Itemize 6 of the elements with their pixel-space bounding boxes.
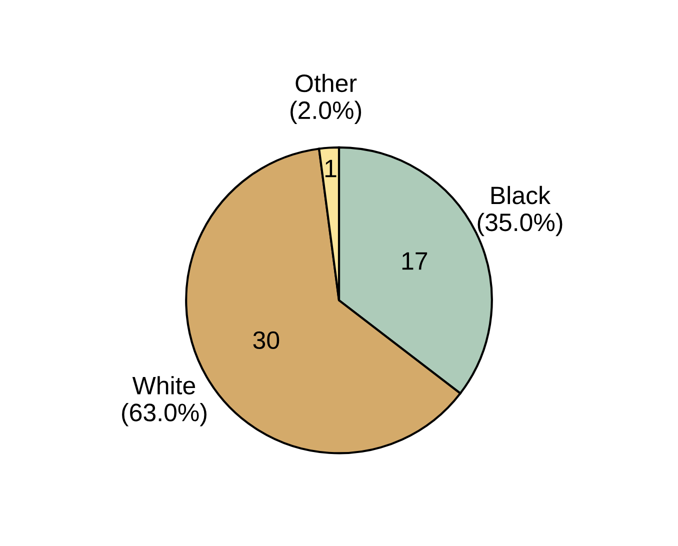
slice-label: White (63.0%) [122,376,206,426]
data-label: 17 [402,252,428,270]
data-label: 1 [325,160,336,178]
data-label: 30 [253,331,280,350]
slice-label: Black (35.0%) [478,186,562,236]
slice-label: Other (2.0%) [290,74,362,124]
